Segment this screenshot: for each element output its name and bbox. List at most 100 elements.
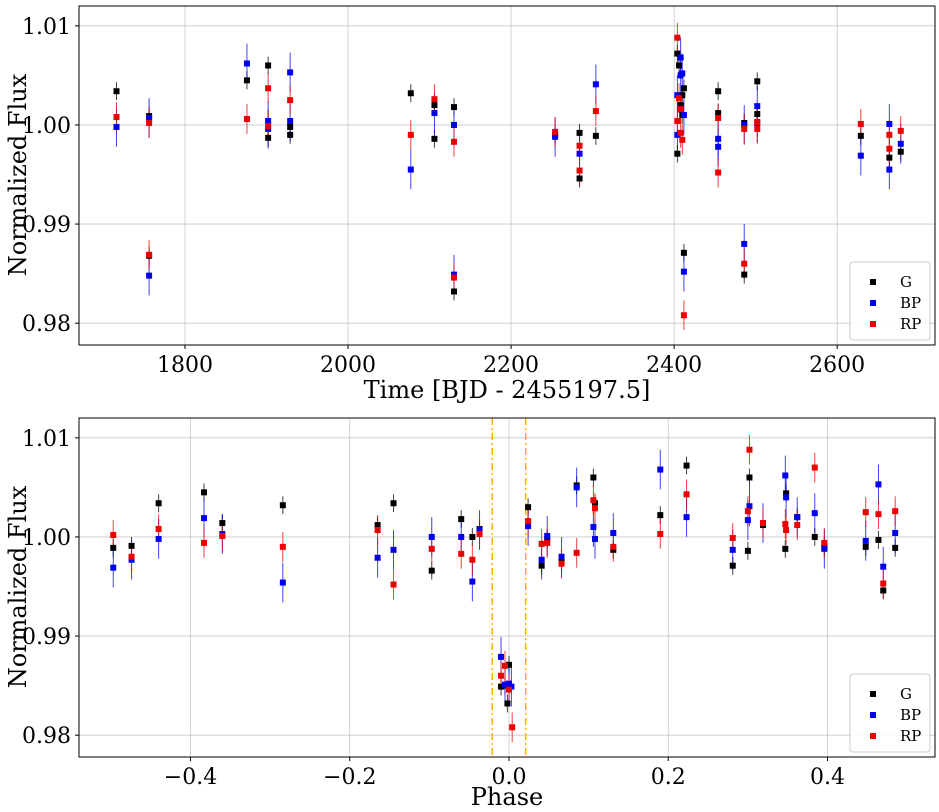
point-g <box>265 134 272 141</box>
point-g <box>113 88 120 95</box>
legend-marker-bp <box>870 712 876 718</box>
x-tick-label: 0.4 <box>810 765 845 790</box>
point-rp <box>811 464 818 471</box>
point-g <box>243 77 250 84</box>
point-rp <box>591 505 598 512</box>
point-bp <box>886 120 893 127</box>
y-tick-label: 1.01 <box>22 427 71 452</box>
point-g <box>155 500 162 507</box>
point-bp <box>590 524 597 531</box>
point-bp <box>110 564 117 571</box>
point-g <box>504 700 511 707</box>
point-rp <box>746 446 753 453</box>
point-rp <box>538 540 545 547</box>
point-rp <box>509 724 516 731</box>
point-bp <box>155 535 162 542</box>
point-bp <box>573 484 580 491</box>
point-bp <box>729 546 736 553</box>
point-rp <box>407 131 414 138</box>
point-bp <box>525 523 532 530</box>
point-g <box>680 85 687 92</box>
axes-frame <box>78 5 936 346</box>
point-rp <box>677 106 684 113</box>
point-g <box>525 504 532 511</box>
point-bp <box>287 69 294 76</box>
point-rp <box>610 543 617 550</box>
point-rp <box>113 114 120 121</box>
point-bp <box>679 70 686 77</box>
legend-label-rp: RP <box>900 727 921 745</box>
point-g <box>469 533 476 540</box>
legend: G BP RP <box>849 673 931 753</box>
y-axis-label: Normalized Flux <box>4 485 32 688</box>
axes-frame <box>78 417 936 758</box>
point-g <box>287 123 294 130</box>
y-tick-label: 0.99 <box>22 213 71 238</box>
point-bp <box>610 529 617 536</box>
time-series-panel: 1800 2000 2200 2400 2600 0.98 0.99 1.00 1.01 Ti… <box>4 5 936 404</box>
legend-marker-g <box>870 691 876 697</box>
point-g <box>431 135 438 142</box>
point-rp <box>573 549 580 556</box>
point-bp <box>880 563 887 570</box>
point-bp <box>782 472 789 479</box>
point-rp <box>754 118 761 125</box>
point-rp <box>875 511 882 518</box>
point-g <box>287 131 294 138</box>
point-g <box>657 512 664 519</box>
point-g <box>744 547 751 554</box>
point-bp <box>811 510 818 517</box>
legend-label-bp: BP <box>900 706 921 724</box>
point-bp <box>374 554 381 561</box>
point-bp <box>683 514 690 521</box>
point-rp <box>110 531 117 538</box>
y-axis-label: Normalized Flux <box>4 73 32 276</box>
point-g <box>590 474 597 481</box>
point-g <box>390 500 397 507</box>
point-g <box>458 516 465 523</box>
point-rp <box>760 520 767 527</box>
point-rp <box>674 117 681 124</box>
point-rp <box>451 274 458 281</box>
point-rp <box>754 125 761 132</box>
point-bp <box>287 117 294 124</box>
point-rp <box>674 34 681 41</box>
point-bp <box>279 579 286 586</box>
point-rp <box>374 527 381 534</box>
point-g <box>729 562 736 569</box>
point-g <box>811 533 818 540</box>
x-tick-label: 1800 <box>157 353 213 378</box>
point-bp <box>544 532 551 539</box>
point-rp <box>505 686 512 693</box>
point-rp <box>219 532 226 539</box>
point-rp <box>279 543 286 550</box>
point-bp <box>591 535 598 542</box>
point-rp <box>592 108 599 115</box>
point-bp <box>677 54 684 61</box>
point-bp <box>715 143 722 150</box>
point-g <box>715 88 722 95</box>
point-rp <box>680 312 687 319</box>
point-bp <box>875 481 882 488</box>
point-g <box>677 102 684 109</box>
point-rp <box>552 128 559 135</box>
point-g <box>679 92 686 99</box>
point-rp <box>880 580 887 587</box>
point-rp <box>525 518 532 525</box>
point-g <box>676 62 683 69</box>
point-g <box>201 489 208 496</box>
point-rp <box>744 508 751 515</box>
point-g <box>862 543 869 550</box>
point-g <box>674 150 681 157</box>
point-bp <box>476 527 483 534</box>
point-g <box>219 520 226 527</box>
y-tick-label: 1.01 <box>22 15 71 40</box>
y-tick-label: 0.98 <box>22 724 71 749</box>
point-rp <box>451 138 458 145</box>
point-bp <box>680 112 687 119</box>
point-g <box>715 110 722 117</box>
point-bp <box>746 503 753 510</box>
point-rp <box>715 169 722 176</box>
point-g <box>892 544 899 551</box>
point-rp <box>886 145 893 152</box>
